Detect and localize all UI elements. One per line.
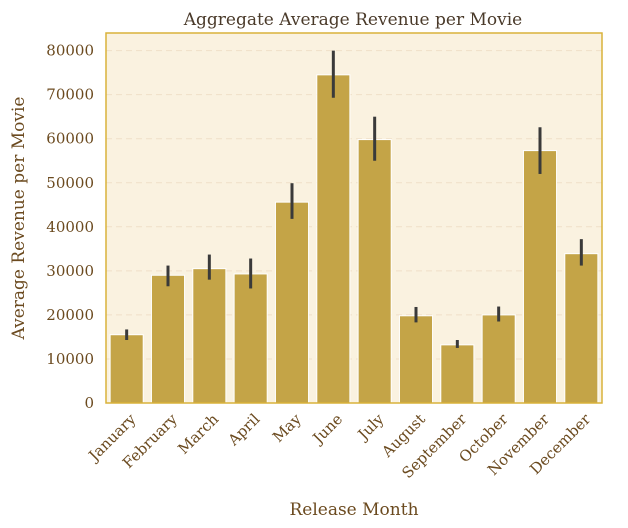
- y-tick-label: 20000: [46, 306, 94, 324]
- x-tick-label: May: [269, 410, 305, 446]
- y-axis-label: Average Revenue per Movie: [9, 97, 29, 341]
- x-axis-label: Release Month: [289, 500, 418, 520]
- bar-january: [109, 334, 144, 404]
- y-tick-label: 10000: [46, 350, 94, 368]
- bar-november: [522, 150, 558, 404]
- x-tick-label: March: [174, 410, 222, 458]
- error-bars: [125, 50, 583, 348]
- x-tick-label: June: [308, 410, 346, 448]
- bar-march: [192, 268, 227, 404]
- bar-october: [481, 314, 516, 404]
- bar-may: [274, 201, 310, 404]
- plot-frame: [105, 32, 603, 404]
- x-tick-label: July: [353, 410, 388, 445]
- bar-april: [233, 273, 268, 404]
- bar-june: [316, 74, 351, 404]
- y-tick-label: 60000: [46, 130, 94, 148]
- bar-february: [150, 274, 186, 404]
- y-tick-label: 0: [84, 394, 94, 412]
- bars: [109, 74, 599, 404]
- y-axis-ticks: 0 10000 20000 30000 40000 50000 60000 70000 8000…: [46, 42, 94, 412]
- y-tick-label: 70000: [46, 86, 94, 104]
- bar-december: [564, 253, 599, 404]
- y-tick-label: 80000: [46, 42, 94, 60]
- x-tick-label: April: [224, 410, 264, 450]
- y-tick-label: 50000: [46, 174, 94, 192]
- y-tick-label: 30000: [46, 262, 94, 280]
- bar-september: [440, 344, 475, 404]
- chart-title: Aggregate Average Revenue per Movie: [183, 10, 523, 30]
- bar-august: [398, 315, 434, 404]
- y-tick-label: 40000: [46, 218, 94, 236]
- bar-july: [357, 139, 392, 404]
